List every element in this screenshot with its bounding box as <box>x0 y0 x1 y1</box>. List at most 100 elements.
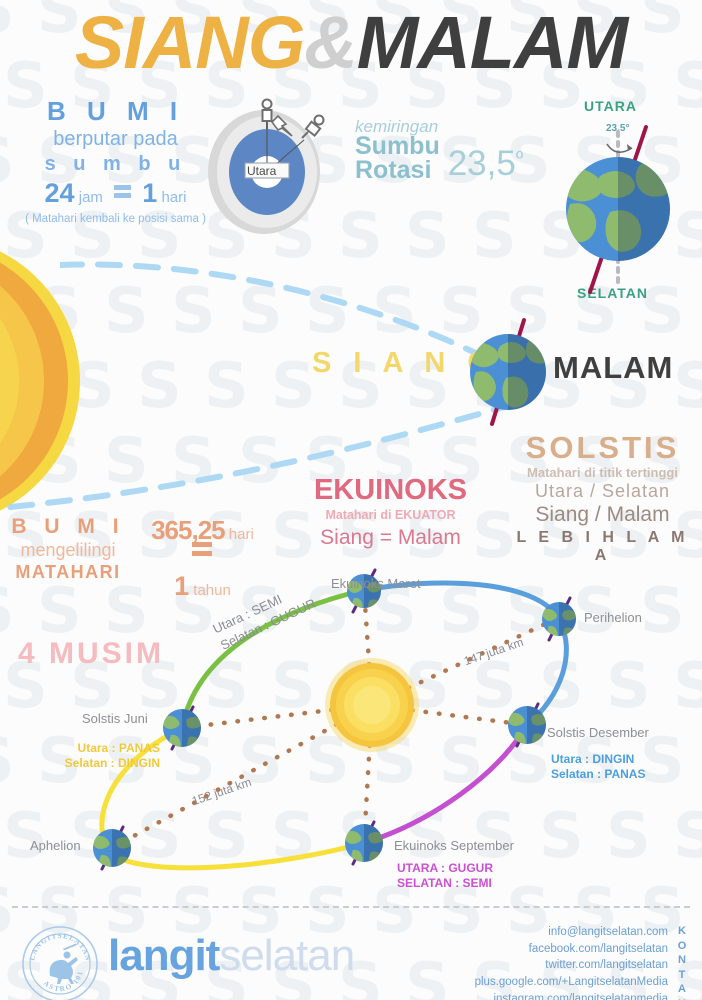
orbit-diagram <box>93 568 576 871</box>
contact-googleplus[interactable]: plus.google.com/+LangitselatanMedia <box>474 976 668 989</box>
revolution-days-unit: hari <box>228 526 254 543</box>
dashed-orbit-arc-bottom <box>0 401 518 511</box>
langitselatan-logo: LANGITSELATAN ASTRO 101 <box>22 926 98 1000</box>
revolution-days-row: 365,25 hari <box>132 515 272 546</box>
rotation-days-unit: hari <box>161 189 187 206</box>
orbit-label-solstis-desember: Solstis Desember <box>547 725 649 740</box>
orbit-label-ekuinoks-maret: Ekuinoks Maret <box>331 576 421 591</box>
orbit-label-solstis-juni: Solstis Juni <box>82 711 148 726</box>
large-sun-graphic <box>0 251 80 511</box>
revolution-days: 365,25 <box>151 515 226 545</box>
degree-symbol-icon: º <box>515 147 524 170</box>
middle-globe-diagram <box>470 318 546 426</box>
rotation-subtitle: berputar pada <box>53 128 178 150</box>
earth-aphelion <box>93 825 131 871</box>
equals-icon <box>114 192 132 198</box>
rotation-days: 1 <box>142 178 158 208</box>
tilt-words: Sumbu Rotasi <box>355 132 440 184</box>
brand-wordmark: langitselatan <box>108 931 355 980</box>
title-siang: SIANG <box>74 1 305 84</box>
solstis-line1: Matahari di titik tertinggi <box>527 465 678 480</box>
rotation-diagram-label: Utara <box>247 164 276 178</box>
brand-langit: langit <box>108 931 220 980</box>
revolution-right: 365,25 hari 1 tahun <box>132 515 272 602</box>
rotation-hours-unit: jam <box>78 189 103 206</box>
rotation-note: ( Matahari kembali ke posisi sama ) <box>25 213 206 225</box>
juni-line2: Selatan : DINGIN <box>64 756 160 770</box>
ekuinoks-block: EKUINOKS Matahari di EKUATOR Siang = Mal… <box>303 476 478 550</box>
revolution-years: 1 <box>174 571 190 601</box>
desember-line2: Selatan : PANAS <box>551 767 646 781</box>
desember-line1: Utara : DINGIN <box>551 752 635 766</box>
solstis-line2: Utara / Selatan <box>534 481 671 501</box>
contact-email[interactable]: info@langitselatan.com <box>548 926 668 938</box>
tilt-kemiringan-label: kemiringan <box>355 117 439 136</box>
season-label-september: UTARA : GUGUR SELATAN : SEMI <box>397 861 493 891</box>
kontak-letter: K <box>674 997 690 1000</box>
tilted-globe-diagram <box>566 125 670 294</box>
footer: LANGITSELATAN ASTRO 101 langitselatan in… <box>0 910 702 1000</box>
september-line2: SELATAN : SEMI <box>397 876 492 890</box>
earth-ekuinoks-september <box>345 820 383 866</box>
juni-line1: Utara : PANAS <box>77 741 160 755</box>
title-ampersand: & <box>304 1 357 84</box>
contact-list: info@langitselatan.com facebook.com/lang… <box>475 924 668 1000</box>
globe-south-label: SELATAN <box>577 285 649 301</box>
contact-twitter[interactable]: twitter.com/langitselatan <box>545 959 668 972</box>
tilt-word-rotasi: Rotasi <box>355 155 432 184</box>
globe-tilt-angle: 23.5° <box>606 123 630 134</box>
solstis-title: SOLSTIS <box>525 430 680 465</box>
revolution-sun-word: MATAHARI <box>15 562 121 582</box>
tilt-degrees-value: 23,5 <box>447 143 516 183</box>
page-title: SIANG&MALAM <box>0 6 702 80</box>
september-line1: UTARA : GUGUR <box>397 861 493 875</box>
contact-instagram[interactable]: instagram.com/langitselatanmedia <box>493 992 668 1000</box>
kontak-letter: O <box>677 939 687 952</box>
rotation-text-block: B U M I berputar pada s u m b u 24 jam 1… <box>8 96 223 225</box>
kontak-letter: K <box>678 925 686 937</box>
revolution-mid: mengelilingi <box>20 540 116 560</box>
watermark-letter: S <box>673 349 702 422</box>
rotation-axis-word: s u m b u <box>44 153 187 175</box>
tilt-word-sumbu: Sumbu <box>355 132 440 160</box>
middle-siang-label: S I A N G <box>312 347 497 379</box>
orbit-arc-purple <box>361 722 530 846</box>
orbit-label-aphelion: Aphelion <box>30 838 81 853</box>
ekuinoks-equation: Siang = Malam <box>320 526 461 549</box>
logo-outer-text: LANGITSELATAN <box>28 932 92 962</box>
middle-malam-label: MALAM <box>553 350 674 385</box>
revolution-title: B U M I <box>11 515 125 538</box>
contact-facebook[interactable]: facebook.com/langitselatan <box>528 942 668 955</box>
tilt-text-block: kemiringan Sumbu Rotasi 23,5º <box>355 118 555 183</box>
revolution-years-row: 1 tahun <box>132 571 272 602</box>
kontak-letter: T <box>678 968 686 981</box>
solstis-line3: Siang / Malam <box>535 503 670 526</box>
ekuinoks-subtitle: Matahari di EKUATOR <box>325 508 456 522</box>
tilt-degrees: 23,5º <box>448 146 523 181</box>
footer-divider <box>12 906 690 908</box>
solstis-block: SOLSTIS Matahari di titik tertinggi Utar… <box>505 432 700 565</box>
kontak-letter: A <box>678 983 686 996</box>
revolution-years-unit: tahun <box>193 582 231 599</box>
rotation-title: B U M I <box>46 96 185 126</box>
revolution-left: B U M I mengelilingi MATAHARI <box>8 515 128 583</box>
utara-text: Utara <box>247 164 277 178</box>
earth-perihelion <box>542 596 576 642</box>
orbit-label-ekuinoks-september: Ekuinoks September <box>394 838 514 853</box>
equals-icon-2 <box>192 551 213 556</box>
observer-figure-right <box>301 114 325 139</box>
brand-selatan: selatan <box>219 931 355 980</box>
season-label-desember: Utara : DINGIN Selatan : PANAS <box>551 752 645 782</box>
globe-north-label: UTARA <box>584 98 637 114</box>
season-label-juni: Utara : PANAS Selatan : DINGIN <box>38 741 160 771</box>
earth-solstis-desember <box>508 702 546 748</box>
revolution-text-block: B U M I mengelilingi MATAHARI 365,25 har… <box>8 515 273 602</box>
ekuinoks-title: EKUINOKS <box>313 474 468 506</box>
earth-solstis-juni <box>163 705 201 751</box>
dashed-orbit-arc-top <box>60 261 518 376</box>
kontak-vertical-label: KONTAK <box>674 924 690 1000</box>
rotation-top-view-diagram <box>208 98 325 234</box>
orbit-label-perihelion: Perihelion <box>584 610 642 625</box>
rotation-equation: 24 jam 1 hari <box>8 178 223 209</box>
